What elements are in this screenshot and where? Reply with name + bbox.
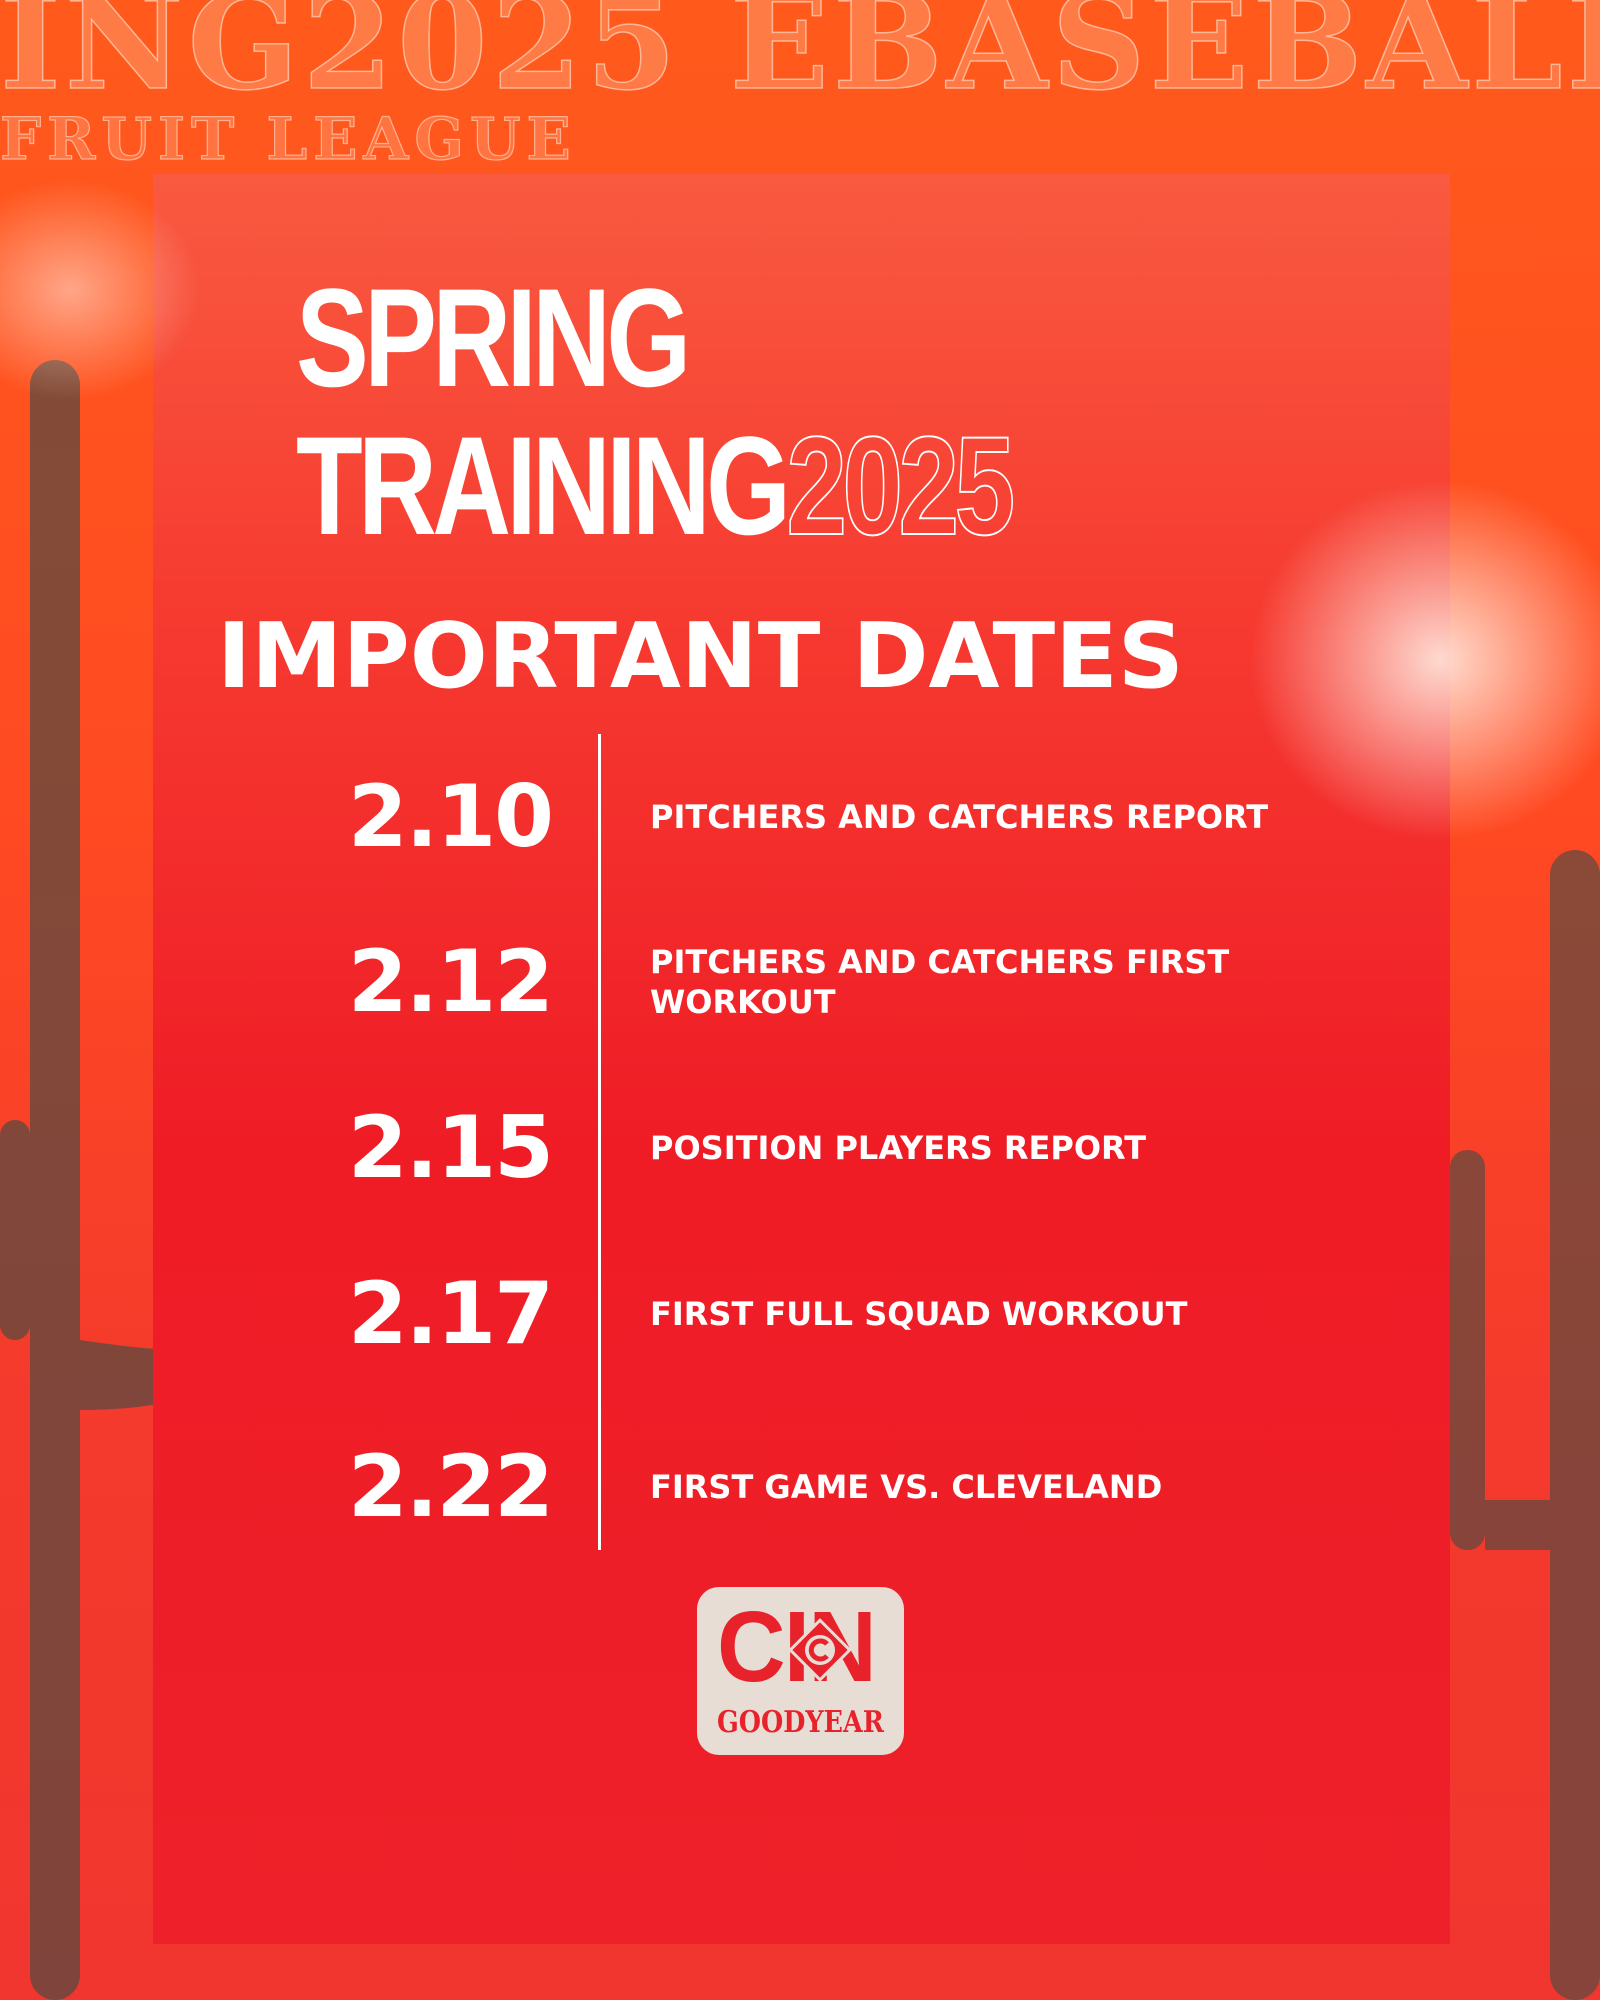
background-watermark-text-2: FRUIT LEAGUE <box>0 105 577 173</box>
date-value: 2.17 <box>347 1264 554 1364</box>
title-spring: SPRING <box>296 259 691 416</box>
cloud-decoration <box>1250 480 1600 840</box>
date-event: POSITION PLAYERS REPORT <box>650 1129 1147 1167</box>
date-row: 2.12 PITCHERS AND CATCHERS FIRST WORKOUT <box>0 932 1600 1032</box>
background-watermark-text: ING2025 EBASEBALL <box>0 0 1600 119</box>
title-training: TRAINING2025 <box>296 415 1016 557</box>
cactus-right-icon <box>1450 850 1600 2000</box>
date-event: PITCHERS AND CATCHERS FIRST WORKOUT <box>650 943 1230 1021</box>
date-value: 2.15 <box>347 1098 554 1198</box>
cloud-decoration <box>0 180 200 400</box>
title-training-word: TRAINING <box>296 407 791 564</box>
date-value: 2.10 <box>347 767 554 867</box>
date-row: 2.10 PITCHERS AND CATCHERS REPORT <box>0 767 1600 867</box>
date-event: FIRST FULL SQUAD WORKOUT <box>650 1295 1188 1333</box>
subtitle-important-dates: IMPORTANT DATES <box>217 604 1184 709</box>
date-row: 2.22 FIRST GAME VS. CLEVELAND <box>0 1437 1600 1537</box>
logo-c-emblem-icon <box>788 1618 852 1682</box>
date-value: 2.12 <box>347 932 554 1032</box>
date-event: PITCHERS AND CATCHERS REPORT <box>650 798 1269 836</box>
date-value: 2.22 <box>347 1437 554 1537</box>
date-row: 2.15 POSITION PLAYERS REPORT <box>0 1098 1600 1198</box>
date-row: 2.17 FIRST FULL SQUAD WORKOUT <box>0 1264 1600 1364</box>
title-year: 2025 <box>786 407 1016 564</box>
logo-goodyear-text: GOODYEAR <box>717 1705 884 1740</box>
vertical-divider <box>598 734 601 1550</box>
date-event: FIRST GAME VS. CLEVELAND <box>650 1468 1163 1506</box>
cin-goodyear-logo: CIN GOODYEAR <box>697 1587 904 1755</box>
